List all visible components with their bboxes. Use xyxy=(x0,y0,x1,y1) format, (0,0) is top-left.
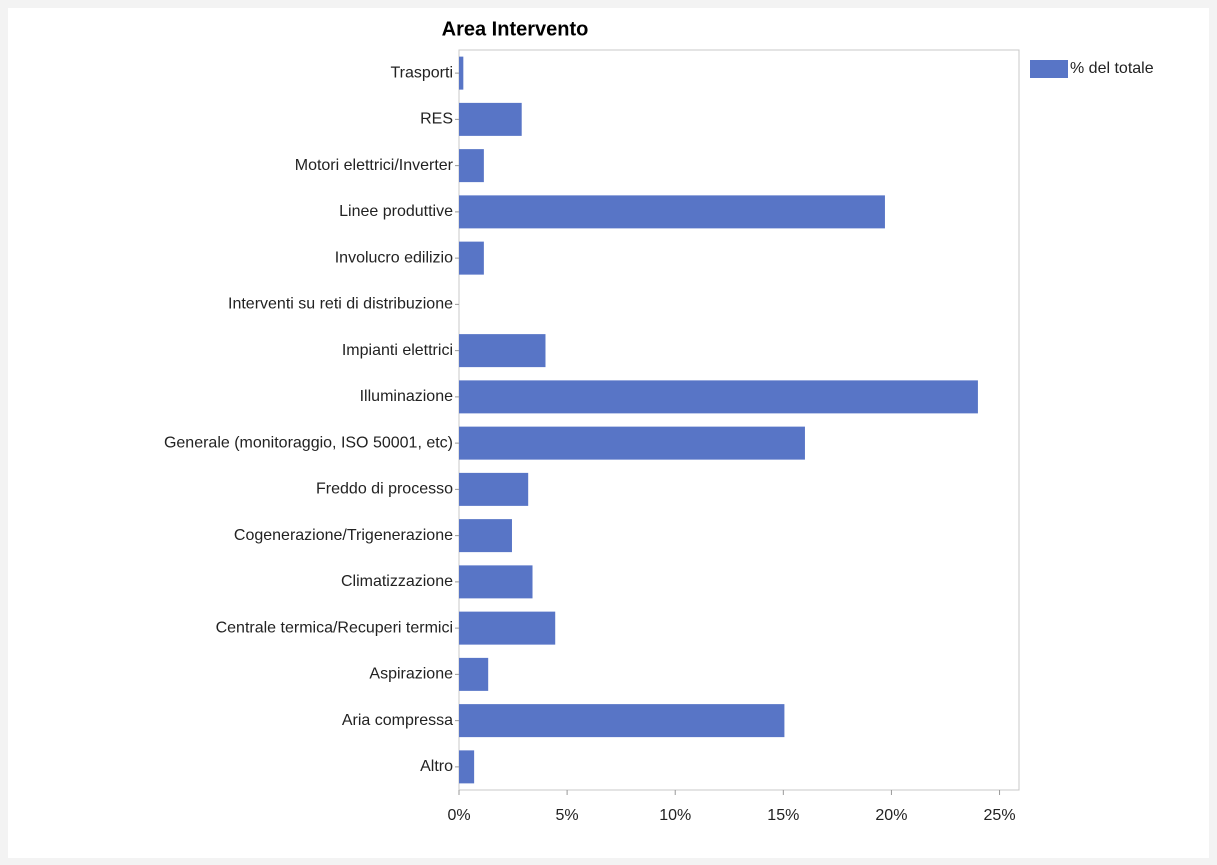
x-tick-label: 15% xyxy=(767,807,799,824)
y-tick-label: Aria compressa xyxy=(342,712,453,729)
y-tick-label: Interventi su reti di distribuzione xyxy=(228,296,453,313)
bar xyxy=(459,195,885,229)
chart-title: Area Intervento xyxy=(442,18,589,40)
bar xyxy=(459,102,522,136)
bar xyxy=(459,241,484,275)
y-tick-label: Illuminazione xyxy=(360,388,453,405)
bar xyxy=(459,750,475,784)
x-tick-label: 25% xyxy=(984,807,1016,824)
bar xyxy=(459,380,978,414)
bar xyxy=(459,426,805,460)
legend-label: % del totale xyxy=(1070,60,1154,77)
y-tick-label: RES xyxy=(420,111,453,128)
bar xyxy=(459,519,512,553)
bar xyxy=(459,149,484,183)
y-tick-label: Cogenerazione/Trigenerazione xyxy=(234,527,453,544)
y-tick-label: Trasporti xyxy=(390,64,453,81)
y-tick-label: Impianti elettrici xyxy=(342,342,453,359)
x-tick-label: 10% xyxy=(659,807,691,824)
y-tick-label: Freddo di processo xyxy=(316,481,453,498)
bar xyxy=(459,334,546,368)
bar xyxy=(459,565,533,599)
x-tick-label: 5% xyxy=(556,807,579,824)
y-tick-label: Involucro edilizio xyxy=(335,249,453,266)
bar xyxy=(459,704,785,738)
bar xyxy=(459,611,556,645)
legend-swatch xyxy=(1030,60,1068,78)
bar xyxy=(459,472,529,506)
y-tick-label: Altro xyxy=(420,758,453,775)
bar xyxy=(459,56,464,90)
y-tick-label: Climatizzazione xyxy=(341,573,453,590)
y-tick-label: Generale (monitoraggio, ISO 50001, etc) xyxy=(164,434,453,451)
x-tick-label: 20% xyxy=(875,807,907,824)
x-tick-label: 0% xyxy=(447,807,470,824)
y-tick-label: Aspirazione xyxy=(369,666,453,683)
bar xyxy=(459,657,489,691)
plot-frame xyxy=(458,49,1020,791)
y-tick-label: Motori elettrici/Inverter xyxy=(295,157,454,174)
y-tick-label: Linee produttive xyxy=(339,203,453,220)
y-tick-label: Centrale termica/Recuperi termici xyxy=(216,619,453,636)
